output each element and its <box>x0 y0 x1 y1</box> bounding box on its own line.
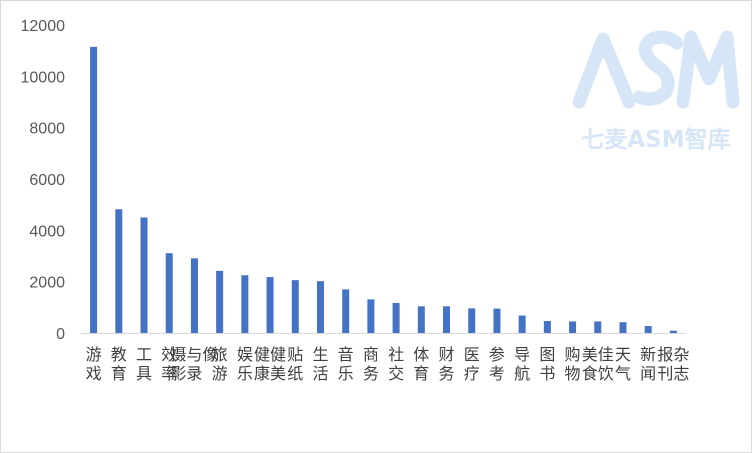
x-tick-label: 购物 <box>565 345 581 383</box>
bar <box>569 321 577 333</box>
bar <box>342 289 350 333</box>
x-tick-label: 游戏 <box>86 345 102 383</box>
bar <box>518 315 526 333</box>
x-tick-label: 旅游 <box>212 345 228 383</box>
y-tick-label: 4000 <box>29 223 65 240</box>
bar <box>367 299 375 333</box>
x-tick-label: 教育 <box>111 345 127 383</box>
bar <box>644 326 652 333</box>
bar <box>443 306 451 333</box>
bar <box>241 275 249 333</box>
watermark: 七麦ASM智库 <box>572 30 740 153</box>
bar <box>417 306 425 333</box>
bar <box>594 321 602 333</box>
bar <box>493 308 501 333</box>
watermark-logo-text: 七麦ASM智库 <box>581 126 730 153</box>
x-tick-label: 美食佳饮 <box>582 345 614 383</box>
x-tick-label: 娱乐 <box>237 345 253 383</box>
x-axis-labels: 游戏教育工具效率摄影与录像旅游娱乐健康健美贴纸生活音乐商务社交体育财务医疗参考导… <box>86 345 690 383</box>
y-tick-label: 10000 <box>21 69 66 86</box>
bar <box>468 308 476 333</box>
x-tick-label: 生活 <box>312 345 328 383</box>
x-tick-label: 商务 <box>363 345 379 383</box>
x-tick-label: 效率 <box>161 345 177 383</box>
bars <box>90 46 677 333</box>
y-tick-label: 2000 <box>29 275 65 292</box>
bar <box>190 258 198 333</box>
x-tick-label: 摄影与录像 <box>170 345 218 383</box>
y-tick-label: 12000 <box>21 18 66 35</box>
bar <box>140 217 148 333</box>
y-axis-ticks: 0 2000 4000 6000 8000 10000 12000 <box>21 18 66 343</box>
y-tick-label: 8000 <box>29 121 65 138</box>
bar <box>291 280 299 333</box>
x-tick-label: 健康健美 <box>254 345 286 383</box>
x-tick-label: 社交 <box>388 345 404 383</box>
x-tick-label: 工具 <box>136 345 152 383</box>
bar <box>165 253 173 333</box>
x-tick-label: 图书 <box>539 345 555 383</box>
x-tick-label: 体育 <box>413 345 429 383</box>
bar <box>115 209 123 333</box>
bar <box>392 302 400 333</box>
x-tick-label: 音乐 <box>338 345 354 383</box>
x-tick-label: 参考 <box>489 345 505 383</box>
bar <box>90 46 98 333</box>
x-tick-label: 天气 <box>615 345 631 383</box>
x-tick-label: 导航 <box>514 345 530 383</box>
x-tick-label: 医疗 <box>464 345 480 383</box>
y-tick-label: 6000 <box>29 172 65 189</box>
x-tick-label: 报刊杂志 <box>657 345 689 383</box>
x-tick-label: 贴纸 <box>287 345 303 383</box>
bar <box>316 281 324 333</box>
bar <box>266 277 274 333</box>
x-tick-label: 新闻 <box>640 345 656 383</box>
bar <box>216 270 224 333</box>
bar <box>619 322 627 333</box>
bar <box>669 330 677 333</box>
y-tick-label: 0 <box>56 326 65 343</box>
x-tick-label: 财务 <box>439 345 455 383</box>
bar <box>543 320 551 333</box>
watermark-logo-mark <box>572 30 740 109</box>
